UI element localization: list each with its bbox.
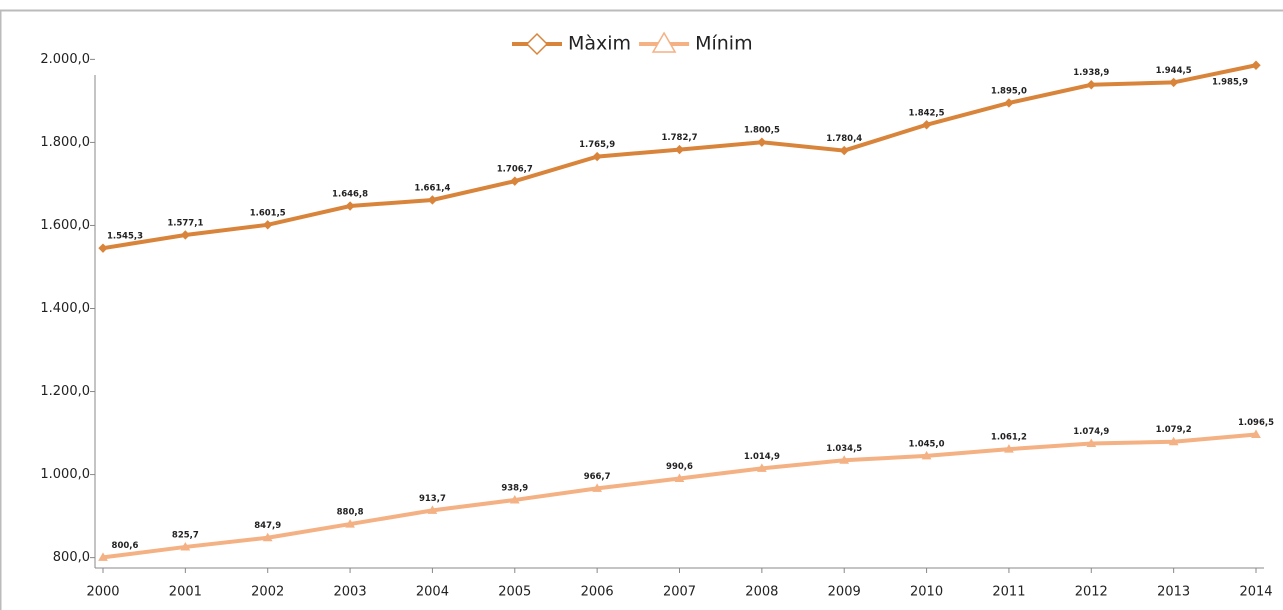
- data-label: 1.034,5: [826, 444, 862, 454]
- y-tick-label: 1.000,0: [40, 467, 90, 482]
- data-label: 1.074,9: [1073, 427, 1109, 437]
- y-tick-label: 1.800,0: [40, 135, 90, 150]
- x-tick-label: 2010: [910, 585, 943, 600]
- x-tick-label: 2000: [86, 585, 119, 600]
- marker: [180, 541, 191, 551]
- marker: [674, 144, 685, 155]
- marker: [1168, 77, 1179, 88]
- marker: [98, 552, 108, 561]
- marker: [757, 137, 767, 147]
- data-label: 1.780,4: [826, 134, 862, 144]
- marker: [1004, 98, 1014, 108]
- x-tick-label: 2012: [1075, 585, 1108, 600]
- x-tick-label: 2008: [745, 585, 778, 600]
- marker: [510, 176, 520, 186]
- data-label: 847,9: [254, 521, 281, 531]
- data-label: 1.706,7: [497, 165, 533, 175]
- data-label: 1.985,9: [1212, 78, 1248, 88]
- marker: [1004, 444, 1014, 453]
- marker: [262, 532, 273, 542]
- marker: [839, 145, 849, 156]
- marker: [592, 483, 603, 492]
- marker: [756, 463, 767, 472]
- y-tick-label: 1.600,0: [40, 218, 90, 233]
- data-label: 1.895,0: [991, 86, 1027, 96]
- x-tick-label: 2011: [992, 585, 1025, 600]
- marker: [921, 450, 932, 460]
- line-series: [102, 432, 1257, 560]
- data-label: 1.045,0: [909, 439, 945, 449]
- data-label: 1.842,5: [909, 108, 945, 118]
- y-tick-label: 1.200,0: [40, 384, 90, 399]
- data-label: 1.545,3: [107, 232, 143, 242]
- data-label: 1.944,5: [1156, 66, 1192, 76]
- marker: [674, 473, 685, 482]
- legend-marker: [651, 31, 677, 53]
- data-label: 1.800,5: [744, 126, 780, 136]
- data-label: 1.061,2: [991, 433, 1027, 443]
- x-tick-label: 2001: [169, 585, 202, 600]
- marker: [427, 505, 438, 514]
- data-label: 913,7: [419, 494, 446, 504]
- chart-border: [0, 9, 1283, 610]
- marker: [592, 151, 602, 162]
- data-label: 966,7: [584, 472, 611, 482]
- x-tick-label: 2003: [334, 585, 367, 600]
- marker: [509, 494, 520, 504]
- marker: [1251, 429, 1261, 439]
- y-tick-label: 1.400,0: [40, 301, 90, 316]
- x-tick-label: 2013: [1157, 585, 1190, 600]
- data-label: 1.096,5: [1238, 418, 1274, 428]
- data-label: 1.577,1: [167, 218, 203, 228]
- data-label: 800,6: [112, 541, 139, 551]
- marker: [921, 120, 932, 130]
- marker: [1086, 80, 1096, 90]
- x-tick-label: 2014: [1239, 585, 1272, 600]
- data-label: 1.601,5: [250, 208, 286, 218]
- y-tick-label: 800,0: [53, 550, 90, 565]
- data-label: 1.661,4: [414, 183, 450, 193]
- marker: [1251, 60, 1261, 70]
- legend-label: Mínim: [695, 33, 753, 55]
- x-tick-label: 2007: [663, 585, 696, 600]
- marker: [1086, 438, 1097, 447]
- marker: [98, 243, 108, 253]
- marker: [345, 201, 355, 211]
- marker: [263, 220, 273, 230]
- data-label: 825,7: [172, 530, 199, 540]
- line-series: [102, 63, 1257, 251]
- data-label: 1.938,9: [1073, 68, 1109, 78]
- legend-marker: [525, 32, 549, 56]
- x-tick-label: 2004: [416, 585, 449, 600]
- x-tick-label: 2009: [828, 585, 861, 600]
- data-label: 1.646,8: [332, 190, 368, 200]
- data-label: 880,8: [337, 508, 364, 518]
- marker: [1168, 436, 1179, 446]
- data-label: 990,6: [666, 462, 693, 472]
- data-label: 1.782,7: [661, 133, 697, 143]
- marker: [427, 195, 438, 205]
- marker: [839, 455, 850, 464]
- data-label: 1.079,2: [1156, 425, 1192, 435]
- data-label: 938,9: [501, 483, 528, 493]
- data-label: 1.014,9: [744, 452, 780, 462]
- data-label: 1.765,9: [579, 140, 615, 150]
- x-tick-label: 2005: [498, 585, 531, 600]
- y-tick-label: 2.000,0: [40, 52, 90, 67]
- x-tick-label: 2006: [581, 585, 614, 600]
- marker: [345, 519, 355, 528]
- marker: [180, 230, 191, 240]
- x-tick-label: 2002: [251, 585, 284, 600]
- legend-label: Màxim: [568, 33, 631, 55]
